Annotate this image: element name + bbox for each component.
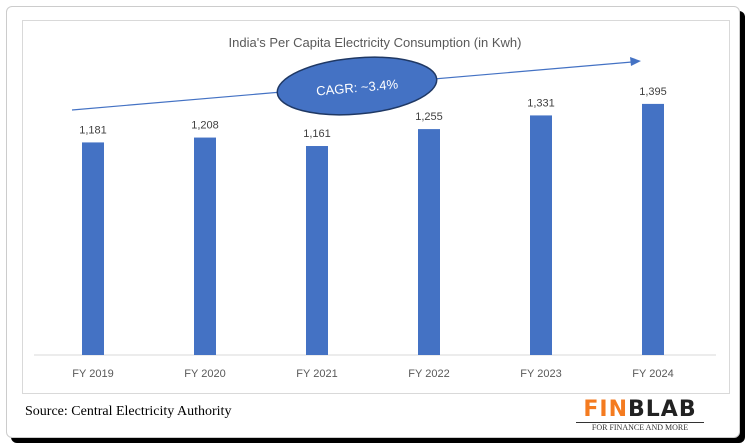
logo-part2: BLAB [628,397,697,422]
bar [530,115,552,355]
logo-part1: FIN [583,397,629,422]
chart-title: India's Per Capita Electricity Consumpti… [229,35,522,50]
cagr-ellipse [276,56,438,116]
x-tick-label: FY 2020 [184,368,225,380]
data-label: 1,208 [191,120,219,132]
x-tick-label: FY 2023 [520,368,561,380]
data-label: 1,331 [527,97,555,109]
finblab-logo: FINBLAB FOR FINANCE AND MORE [570,399,710,432]
x-tick-label: FY 2021 [296,368,337,380]
bar [306,146,328,355]
bar [642,103,664,356]
logo-tagline: FOR FINANCE AND MORE [576,422,704,432]
source-note: Source: Central Electricity Authority [25,404,232,419]
bar [418,129,440,355]
data-label: 1,181 [79,124,107,136]
data-label: 1,395 [639,86,667,98]
data-label: 1,161 [303,128,331,140]
arrow-head-icon [630,57,641,66]
bar [194,137,216,355]
data-label: 1,255 [415,111,443,123]
x-tick-label: FY 2022 [408,368,449,380]
x-tick-label: FY 2024 [632,368,673,380]
bar [82,142,104,355]
x-tick-label: FY 2019 [72,368,113,380]
cagr-label: CAGR: ~3.4% [316,76,399,98]
